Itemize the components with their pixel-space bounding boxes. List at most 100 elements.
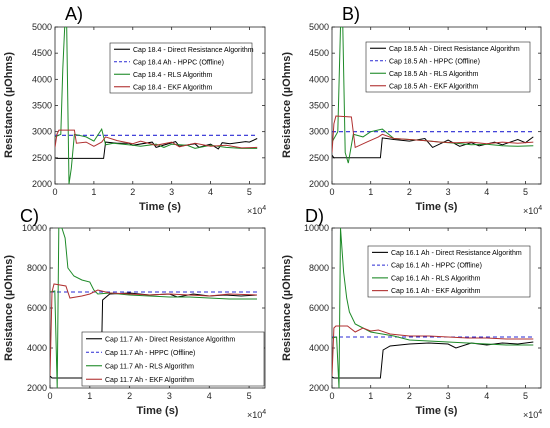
- legend-box: [81, 331, 265, 387]
- x-tick-label: 3: [169, 187, 174, 197]
- x-tick-label: 1: [368, 187, 373, 197]
- y-tick-label: 2000: [309, 179, 329, 189]
- y-tick-label: 4000: [309, 343, 329, 353]
- x-exponent-label: ×104: [247, 205, 266, 216]
- series-group: [332, 27, 534, 164]
- x-tick-label: 0: [52, 187, 57, 197]
- y-tick-label: 10000: [22, 223, 47, 233]
- x-tick-label: 5: [247, 187, 252, 197]
- x-tick-label: 4: [207, 391, 212, 401]
- x-exponent-base: ×10: [247, 206, 262, 216]
- legend-entry-rls: Cap 16.1 Ah - RLS Algorithm: [391, 275, 481, 282]
- y-tick-label: 8000: [27, 263, 47, 273]
- panel-label: D): [305, 206, 324, 226]
- x-exponent-power: 4: [538, 205, 542, 212]
- y-tick-label: 2000: [309, 383, 329, 393]
- y-tick-label: 3500: [32, 101, 52, 111]
- legend-entry-ekf: Cap 16.1 Ah - EKF Algorithm: [391, 288, 481, 295]
- y-tick-label: 2500: [309, 153, 329, 163]
- legend-box: [365, 41, 531, 93]
- y-axis-label: Resistance (µOhms): [3, 52, 15, 158]
- x-tick-label: 3: [167, 391, 172, 401]
- series-line-ekf: [332, 115, 534, 153]
- series-line-direct: [55, 138, 258, 159]
- legend-entry-hppc: Cap 16.1 Ah - HPPC (Offline): [391, 263, 482, 270]
- y-axis-label: Resistance (µOhms): [281, 52, 293, 158]
- legend: Cap 18.4 - Direct Resistance Algorithm Ca…: [109, 42, 254, 94]
- legend-entry-ekf: Cap 18.4 - EKF Algorithm: [133, 84, 213, 91]
- y-tick-label: 4500: [32, 48, 52, 58]
- legend-entry-hppc: Cap 18.4 Ah - HPPC (Offline): [133, 59, 224, 66]
- legend-entry-hppc: Cap 11.7 Ah - HPPC (Offline): [105, 350, 195, 357]
- x-exponent-label: ×104: [247, 409, 266, 420]
- legend-entry-hppc: Cap 18.5 Ah - HPPC (Offline): [389, 58, 480, 65]
- y-axis-label: Resistance (µOhms): [3, 255, 15, 361]
- legend-entry-direct: Cap 18.4 - Direct Resistance Algorithm: [133, 47, 254, 54]
- y-tick-label: 3000: [32, 127, 52, 137]
- chart-panel-3: 2000 4000 6000 8000 10000 0 1 2 3 4 5 Time (s) Resis…: [3, 206, 266, 420]
- x-tick-label: 5: [247, 391, 252, 401]
- x-tick-label: 3: [446, 391, 451, 401]
- x-exponent-base: ×10: [523, 410, 538, 420]
- chart-panel-1: 2000 2500 3000 3500 4000 4500 5000 0 1 2 3 4 5 Time (…: [3, 4, 266, 216]
- x-exponent-label: ×104: [523, 205, 542, 216]
- chart-panel-2: 2000 2500 3000 3500 4000 4500 5000 0 1 2 3 4 5 Time (…: [281, 4, 542, 216]
- y-tick-label: 4500: [309, 48, 329, 58]
- series-line-ekf: [332, 325, 534, 377]
- y-tick-label: 4000: [309, 74, 329, 84]
- x-tick-label: 5: [523, 187, 528, 197]
- y-tick-label: 4000: [27, 343, 47, 353]
- legend-entry-ekf: Cap 11.7 Ah - EKF Algorithm: [105, 377, 194, 384]
- series-group: [55, 27, 258, 184]
- legend: Cap 16.1 Ah - Direct Resistance Algorith…: [367, 245, 531, 298]
- x-tick-label: 0: [329, 187, 334, 197]
- x-tick-label: 1: [368, 391, 373, 401]
- series-line-ekf: [50, 283, 258, 377]
- series-line-rls: [332, 27, 534, 164]
- x-tick-label: 1: [91, 187, 96, 197]
- x-exponent-power: 4: [262, 205, 266, 212]
- y-tick-label: 2000: [27, 383, 47, 393]
- x-axis-label: Time (s): [137, 405, 179, 417]
- legend-box: [367, 245, 531, 298]
- x-exponent-label: ×104: [523, 409, 542, 420]
- legend-entry-rls: Cap 11.7 Ah - RLS Algorithm: [105, 363, 194, 370]
- series-line-rls: [55, 27, 258, 184]
- y-tick-label: 6000: [27, 303, 47, 313]
- legend-entry-direct: Cap 16.1 Ah - Direct Resistance Algorith…: [391, 250, 522, 257]
- x-tick-label: 2: [407, 187, 412, 197]
- y-axis-label: Resistance (µOhms): [281, 255, 293, 361]
- y-tick-label: 2000: [32, 179, 52, 189]
- x-tick-label: 2: [130, 187, 135, 197]
- series-line-direct: [332, 136, 534, 159]
- y-tick-label: 5000: [309, 22, 329, 32]
- x-exponent-power: 4: [262, 409, 266, 416]
- y-tick-label: 3500: [309, 101, 329, 111]
- series-line-direct: [332, 341, 534, 379]
- legend-entry-rls: Cap 18.5 Ah - RLS Algorithm: [389, 71, 479, 78]
- series-line-rls: [332, 228, 534, 388]
- x-axis-label: Time (s): [416, 405, 458, 417]
- x-axis-label: Time (s): [416, 201, 458, 213]
- x-exponent-power: 4: [538, 409, 542, 416]
- x-tick-label: 0: [47, 391, 52, 401]
- y-tick-label: 4000: [32, 74, 52, 84]
- panel-label: C): [20, 206, 39, 226]
- series-line-rls: [50, 228, 257, 388]
- legend: Cap 18.5 Ah - Direct Resistance Algorith…: [365, 41, 531, 93]
- x-exponent-base: ×10: [247, 410, 262, 420]
- series-line-ekf: [55, 129, 258, 149]
- y-tick-label: 3000: [309, 127, 329, 137]
- x-tick-label: 5: [523, 391, 528, 401]
- x-exponent-base: ×10: [523, 206, 538, 216]
- legend-entry-rls: Cap 18.4 - RLS Algorithm: [133, 72, 213, 79]
- x-tick-label: 4: [208, 187, 213, 197]
- x-axis-label: Time (s): [139, 201, 181, 213]
- legend-entry-ekf: Cap 18.5 Ah - EKF Algorithm: [389, 83, 479, 90]
- panel-label: A): [65, 4, 83, 24]
- x-tick-label: 1: [87, 391, 92, 401]
- y-tick-label: 8000: [309, 263, 329, 273]
- x-tick-label: 2: [407, 391, 412, 401]
- panel-label: B): [342, 4, 360, 24]
